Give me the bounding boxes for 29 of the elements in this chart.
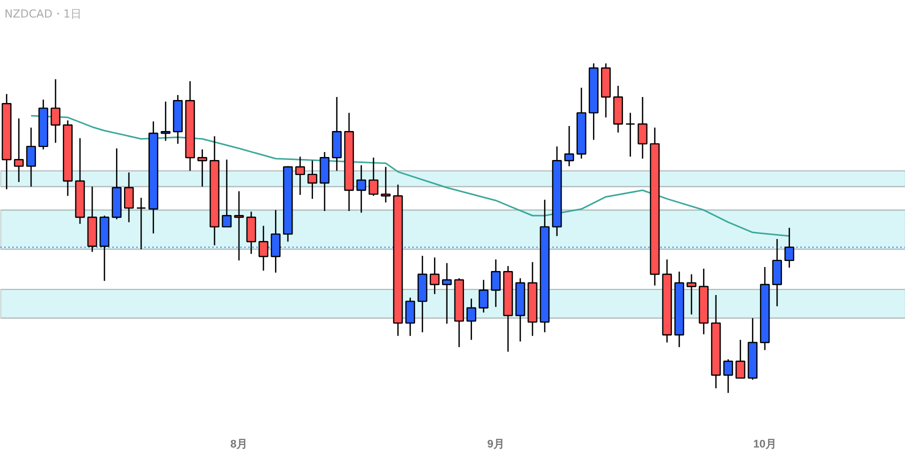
candlestick: [26, 127, 36, 188]
candlestick: [234, 190, 244, 262]
candlestick: [14, 118, 24, 183]
candlestick: [686, 274, 696, 316]
candlestick: [356, 164, 366, 214]
candlestick: [295, 156, 306, 196]
candlestick: [723, 358, 734, 394]
chart-title: NZDCAD・1日: [4, 8, 82, 20]
candlestick: [430, 256, 440, 295]
x-tick-label: 8月: [230, 438, 248, 450]
x-tick-label: 10月: [753, 438, 776, 450]
candlestick: [638, 96, 648, 160]
candlestick: [380, 166, 391, 204]
candlestick: [405, 297, 416, 337]
candlestick: [160, 100, 170, 142]
candlestick: [442, 262, 452, 324]
candlestick: [466, 298, 476, 340]
candlestick: [197, 148, 208, 188]
candlestick: [368, 156, 378, 197]
candlestick: [222, 158, 232, 228]
candlestick: [258, 225, 268, 272]
candlestick: [478, 279, 488, 314]
x-tick-label: 9月: [487, 438, 504, 450]
candlestick: [50, 78, 60, 144]
candlestick: [490, 258, 501, 308]
candlestick: [124, 172, 134, 223]
candlestick: [564, 125, 574, 167]
candlestick: [307, 160, 318, 200]
candlestick: [736, 339, 746, 379]
